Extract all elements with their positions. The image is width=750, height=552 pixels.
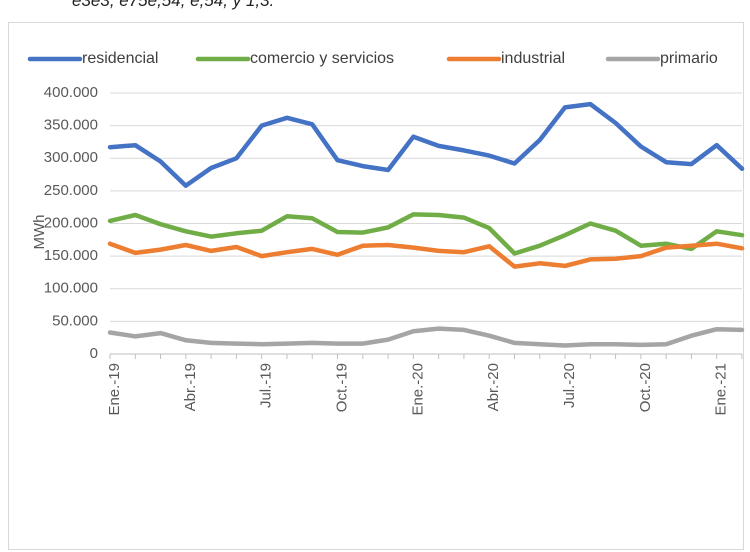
legend-label: comercio y servicios xyxy=(250,50,394,67)
x-tick-label: Oct.-20 xyxy=(637,363,654,412)
legend: residencial comercio y servicios industria… xyxy=(27,50,718,67)
series-line-industrial xyxy=(107,241,745,269)
x-tick-label: Ene.-19 xyxy=(106,363,123,416)
legend-label: residencial xyxy=(82,50,158,67)
x-tick-label: Jul.-20 xyxy=(561,363,578,408)
y-tick-label: 100.000 xyxy=(44,280,98,297)
x-tick-label: Abr.-19 xyxy=(182,363,199,411)
series-lines xyxy=(107,101,745,348)
y-tick-label: 0 xyxy=(90,345,98,362)
y-tick-label: 150.000 xyxy=(44,247,98,264)
chart-frame xyxy=(8,22,744,550)
x-tick-label: Ene.-20 xyxy=(409,363,426,416)
x-tick-labels: Ene.-19 Abr.-19 Jul.-19 Oct.-19 Ene.-20 Abr.-… xyxy=(106,363,730,416)
grid-lines xyxy=(110,92,742,322)
series-line-comercio-y-servicios xyxy=(107,212,745,256)
x-tick-label: Abr.-20 xyxy=(485,363,502,411)
y-tick-label: 400.000 xyxy=(44,84,98,101)
y-tick-label: 300.000 xyxy=(44,149,98,166)
axes xyxy=(109,353,743,359)
y-tick-label: 350.000 xyxy=(44,117,98,134)
legend-label: primario xyxy=(660,50,718,67)
y-tick-label: 250.000 xyxy=(44,182,98,199)
y-tick-label: 50.000 xyxy=(52,312,98,329)
y-tick-labels: 0 50.000 100.000 150.000 200.000 250.000 300.0… xyxy=(44,84,98,362)
y-axis-label: MWh xyxy=(31,215,48,250)
header-text-fragment: e3e3, e75e,54, e,54, y 1,3. xyxy=(72,0,275,10)
series-line-residencial xyxy=(107,101,745,188)
x-tick-label: Ene.-21 xyxy=(713,363,730,416)
y-tick-label: 200.000 xyxy=(44,214,98,231)
x-tick-label: Jul.-19 xyxy=(258,363,275,408)
x-tick-label: Oct.-19 xyxy=(333,363,350,412)
legend-label: industrial xyxy=(501,50,565,67)
series-line-primario xyxy=(107,326,745,348)
